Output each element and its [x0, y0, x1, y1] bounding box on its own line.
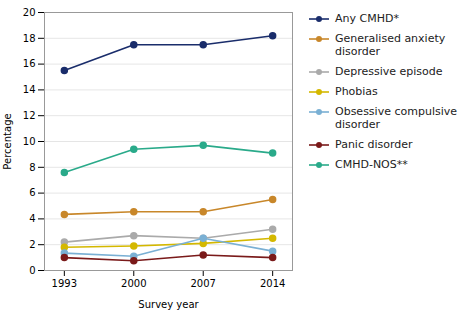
svg-text:14: 14 [23, 84, 36, 95]
html-text:Generalised anxiety disorder: Generalised anxiety disorder [335, 32, 446, 58]
html-text:Phobias: Phobias [335, 85, 378, 98]
svg-text:1993: 1993 [52, 278, 77, 289]
html-text:Panic disorder: Panic disorder [335, 138, 413, 151]
svg-text:12: 12 [23, 110, 36, 121]
svg-text:Percentage: Percentage [2, 113, 13, 169]
svg-text:2007: 2007 [190, 278, 215, 289]
svg-text:8: 8 [29, 162, 35, 173]
svg-text:16: 16 [23, 58, 36, 69]
svg-text:2014: 2014 [260, 278, 285, 289]
html-text:CMHD-NOS**: CMHD-NOS** [335, 158, 408, 171]
html-text:Obsessive compulsive disorder: Obsessive compulsive disorder [335, 105, 457, 131]
svg-text:0: 0 [29, 265, 35, 276]
svg-text:10: 10 [23, 136, 36, 147]
svg-text:6: 6 [29, 187, 35, 198]
svg-text:4: 4 [29, 213, 35, 224]
svg-text:2: 2 [29, 239, 35, 250]
svg-text:20: 20 [23, 7, 36, 18]
svg-text:18: 18 [23, 33, 36, 44]
svg-text:2000: 2000 [121, 278, 146, 289]
html-text:Depressive episode: Depressive episode [335, 65, 443, 78]
html-text:Any CMHD*: Any CMHD* [335, 12, 399, 25]
svg-text:Survey year: Survey year [138, 299, 199, 310]
